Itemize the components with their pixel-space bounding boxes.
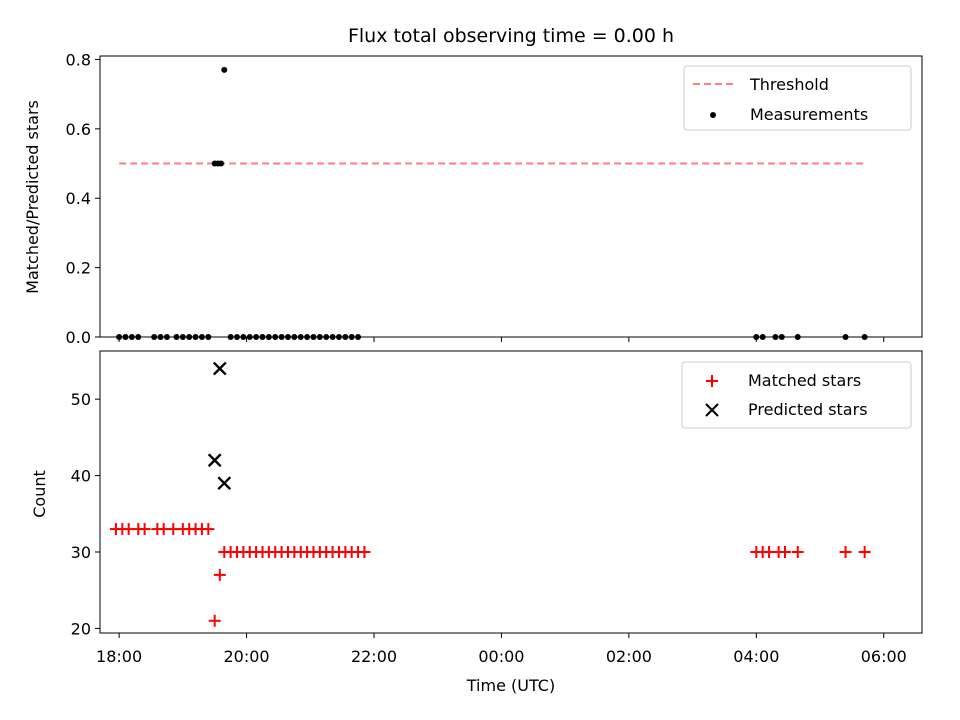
bottom-y-tick-label: 40 [71,467,91,486]
matched-star-point [839,545,852,558]
measurement-point [218,160,225,167]
bottom-y-tick-label: 50 [71,390,91,409]
matched-star-point [213,568,226,581]
legend-measurements-label: Measurements [750,105,868,124]
top-y-tick-label: 0.4 [66,189,91,208]
measurement-point [221,66,228,73]
matched-star-point [791,545,804,558]
plot-axes: 0.0 0.2 0.4 0.6 0.8 20 30 40 50 18:00 20:00 22:00 00… [66,50,923,666]
bottom-y-tick-label: 20 [71,619,91,638]
legend-predicted-label: Predicted stars [748,400,868,419]
predicted-star-point [212,361,227,376]
x-tick-label: 18:00 [96,647,142,666]
top-y-tick-label: 0.8 [66,50,91,69]
x-tick-label: 00:00 [478,647,524,666]
top-axes-frame [99,55,923,338]
matched-star-point [138,523,151,536]
legend-threshold-label: Threshold [749,75,829,94]
top-y-tick-label: 0.2 [66,259,91,278]
matched-star-point [858,545,871,558]
legend-matched-label: Matched stars [748,371,861,390]
x-tick-label: 04:00 [733,647,779,666]
legend-measurements-swatch [710,112,716,118]
matched-star-point [358,545,371,558]
plot-marks [109,66,871,627]
matched-star-point [202,523,215,536]
matched-star-point [779,545,791,558]
x-tick-label: 20:00 [224,647,270,666]
top-y-axis-label: Matched/Predicted stars [23,100,42,294]
matched-star-point [208,614,221,627]
x-tick-label: 06:00 [861,647,907,666]
predicted-star-point [217,476,232,491]
bottom-legend-frame [681,361,912,429]
top-legend-frame [683,65,912,131]
bottom-y-axis-label: Count [30,470,49,518]
bottom-y-tick-label: 30 [71,543,91,562]
x-axis-label: Time (UTC) [466,676,555,695]
top-y-tick-label: 0.6 [66,120,91,139]
x-tick-label: 02:00 [606,647,652,666]
chart-title: Flux total observing time = 0.00 h [348,25,674,47]
legend-predicted-swatch [705,403,719,417]
bottom-legend: Matched stars Predicted stars [681,361,912,429]
bottom-axes-frame [99,350,923,634]
predicted-star-point [207,453,222,468]
top-y-tick-label: 0.0 [66,328,91,347]
legend-matched-swatch [706,375,718,387]
top-legend: Threshold Measurements [683,65,912,131]
x-tick-label: 22:00 [351,647,397,666]
